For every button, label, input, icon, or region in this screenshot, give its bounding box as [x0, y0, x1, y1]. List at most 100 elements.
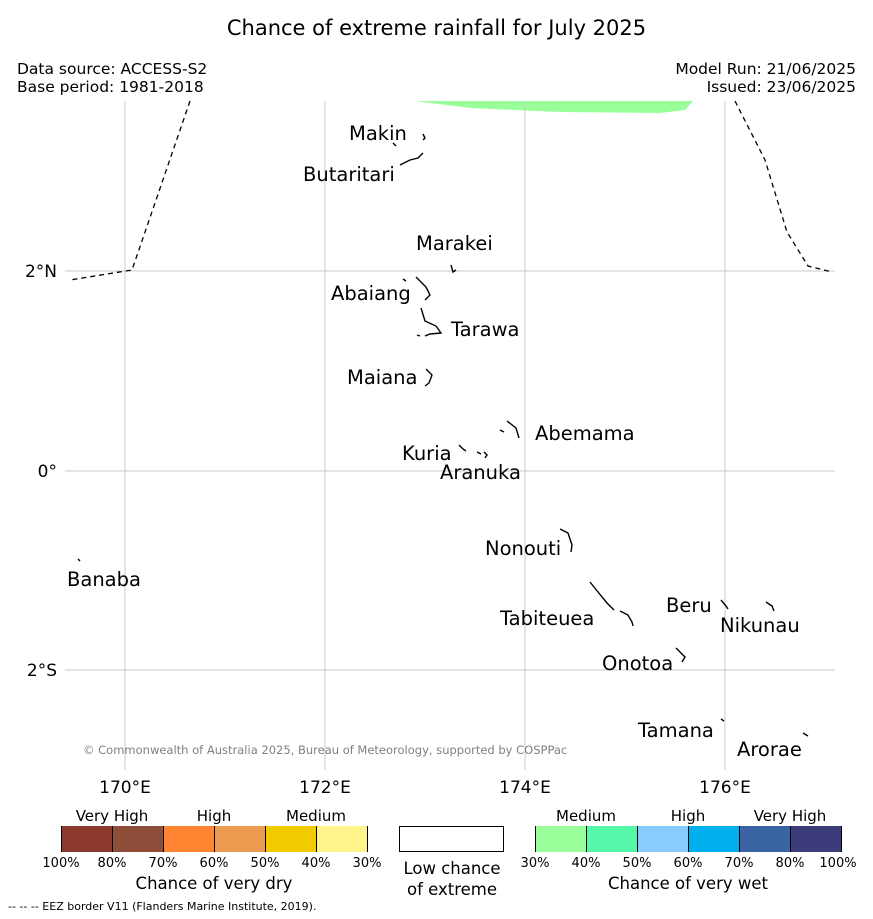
wet-swatch-80-100 — [791, 826, 841, 852]
label-marakei: Marakei — [416, 232, 493, 255]
island-tarawa-south — [416, 334, 421, 337]
eez-border-east — [734, 100, 833, 273]
island-tamana — [720, 718, 725, 722]
wet-swatch-70-80 — [740, 826, 791, 852]
island-tabiteuea-north — [589, 581, 615, 611]
wet-caption: Chance of very wet — [608, 874, 768, 893]
low-chance-caption-line2: of extreme — [406, 880, 498, 899]
island-beru — [720, 599, 729, 610]
dry-tick: 40% — [301, 856, 331, 871]
island-marakei — [450, 264, 457, 274]
lon-label-172: 172°E — [299, 778, 351, 798]
wet-swatch-50-60 — [638, 826, 689, 852]
label-aranuka: Aranuka — [440, 461, 521, 484]
dry-caption: Chance of very dry — [135, 874, 293, 893]
low-chance-caption-line1: Low chance — [403, 859, 501, 878]
lat-label-2n: 2°N — [25, 262, 57, 282]
lat-label-0: 0° — [38, 462, 57, 482]
issued-date: Issued: 23/06/2025 — [706, 78, 856, 96]
island-aranuka — [476, 451, 488, 459]
label-tarawa: Tarawa — [450, 318, 520, 341]
island-onotoa — [675, 647, 686, 663]
dry-tick: 80% — [97, 856, 127, 871]
island-abaiang-north — [402, 278, 407, 282]
lat-label-2s: 2°S — [27, 661, 57, 681]
wet-swatch-30-40 — [536, 826, 587, 852]
islands — [77, 133, 809, 737]
graticule — [65, 101, 835, 770]
dry-swatch-50-40 — [266, 826, 317, 852]
label-makin: Makin — [349, 122, 407, 145]
island-nonouti — [559, 528, 573, 553]
label-butaritari: Butaritari — [303, 163, 395, 186]
label-nonouti: Nonouti — [485, 537, 561, 560]
island-kuria — [458, 444, 467, 452]
map: Makin Butaritari Marakei Abaiang Tarawa … — [25, 100, 835, 798]
dry-tick: 70% — [148, 856, 178, 871]
source-info: Data source: ACCESS-S2 Base period: 1981… — [17, 60, 207, 96]
island-butaritari — [399, 152, 424, 166]
island-tabiteuea-south — [619, 610, 634, 627]
lon-label-174: 174°E — [499, 778, 551, 798]
label-beru: Beru — [666, 594, 712, 617]
copyright: © Commonwealth of Australia 2025, Bureau… — [83, 743, 567, 757]
island-labels: Makin Butaritari Marakei Abaiang Tarawa … — [67, 122, 802, 761]
dry-cat-very-high: Very High — [75, 807, 149, 825]
base-period: Base period: 1981-2018 — [17, 78, 204, 96]
dry-tick: 60% — [199, 856, 229, 871]
eez-border-west — [69, 100, 191, 281]
wet-tick: 100% — [819, 856, 857, 871]
island-abemama — [506, 420, 520, 439]
wet-cat-medium: Medium — [556, 807, 616, 825]
wet-cat-high: High — [670, 807, 706, 825]
axis-labels: 2°N 0° 2°S 170°E 172°E 174°E 176°E — [25, 262, 751, 798]
eez-border — [69, 100, 833, 281]
lon-label-176: 176°E — [699, 778, 751, 798]
island-tarawa — [420, 307, 443, 337]
label-tamana: Tamana — [637, 719, 714, 742]
label-onotoa: Onotoa — [602, 652, 673, 675]
wet-cat-very-high: Very High — [753, 807, 827, 825]
model-run: Model Run: 21/06/2025 — [675, 60, 856, 78]
wet-tick: 40% — [571, 856, 601, 871]
dry-tick: 30% — [352, 856, 382, 871]
wet-probability-area — [415, 101, 693, 113]
label-arorae: Arorae — [737, 738, 802, 761]
label-kuria: Kuria — [402, 442, 452, 465]
dry-tick: 50% — [250, 856, 280, 871]
label-abemama: Abemama — [535, 422, 635, 445]
wet-swatch-40-50 — [587, 826, 638, 852]
eez-footnote: -- -- -- EEZ border V11 (Flanders Marine… — [8, 900, 317, 913]
data-source: Data source: ACCESS-S2 — [17, 60, 208, 78]
run-info: Model Run: 21/06/2025 Issued: 23/06/2025 — [675, 60, 856, 96]
low-chance-swatch — [399, 826, 504, 852]
wet-tick: 60% — [673, 856, 703, 871]
label-nikunau: Nikunau — [720, 614, 800, 637]
island-makin — [422, 133, 426, 141]
label-tabiteuea: Tabiteuea — [499, 607, 594, 630]
label-abaiang: Abaiang — [331, 282, 411, 305]
island-nikunau — [765, 601, 775, 612]
wet-tick: 70% — [724, 856, 754, 871]
dry-swatch-70-60 — [164, 826, 215, 852]
label-maiana: Maiana — [347, 366, 417, 389]
chart-title: Chance of extreme rainfall for July 2025 — [226, 16, 647, 40]
island-abaiang — [415, 276, 431, 301]
wet-tick: 50% — [622, 856, 652, 871]
island-arorae — [802, 732, 809, 737]
island-abemama-west — [499, 429, 505, 433]
island-makin-north — [392, 142, 397, 147]
dry-cat-medium: Medium — [286, 807, 346, 825]
dry-tick: 100% — [42, 856, 80, 871]
dry-swatch-40-30 — [317, 826, 367, 852]
wet-swatch-60-70 — [689, 826, 740, 852]
island-maiana — [424, 368, 433, 387]
lon-label-170: 170°E — [99, 778, 151, 798]
label-banaba: Banaba — [67, 568, 141, 591]
dry-swatch-80-70 — [113, 826, 164, 852]
wet-tick: 30% — [520, 856, 550, 871]
island-banaba — [77, 558, 81, 562]
dry-swatch-60-50 — [215, 826, 266, 852]
wet-tick: 80% — [775, 856, 805, 871]
dry-swatch-100-80 — [62, 826, 113, 852]
